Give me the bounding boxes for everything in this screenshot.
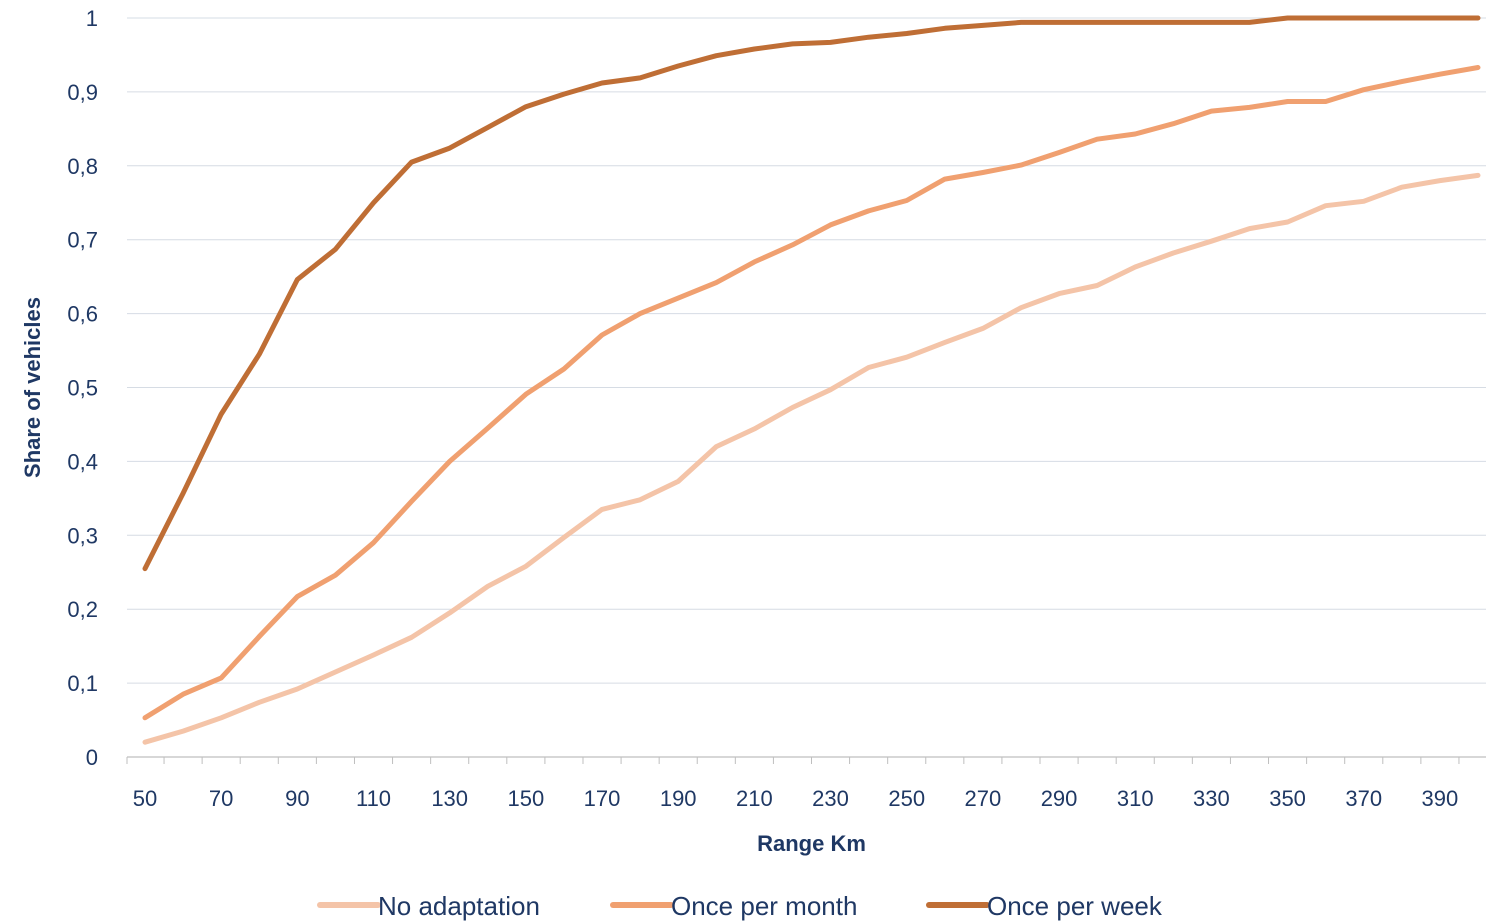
x-tick-label: 170 xyxy=(584,786,621,811)
y-axis-title: Share of vehicles xyxy=(20,297,45,478)
x-axis xyxy=(126,756,1486,764)
x-tick-label: 310 xyxy=(1117,786,1154,811)
x-tick-label: 270 xyxy=(965,786,1002,811)
x-tick-label: 390 xyxy=(1422,786,1459,811)
y-tick-label: 0,9 xyxy=(67,80,98,105)
x-tick-label: 370 xyxy=(1345,786,1382,811)
y-tick-label: 0,7 xyxy=(67,228,98,253)
x-tick-label: 130 xyxy=(431,786,468,811)
y-tick-label: 0,5 xyxy=(67,376,98,401)
x-tick-label: 50 xyxy=(133,786,157,811)
y-axis-ticks: 0 0,1 0,2 0,3 0,4 0,5 0,6 0,7 0,8 0,9 1 xyxy=(67,6,98,770)
y-tick-label: 0,3 xyxy=(67,523,98,548)
series-lines xyxy=(142,15,1481,745)
x-tick-label: 250 xyxy=(888,786,925,811)
x-tick-label: 210 xyxy=(736,786,773,811)
legend: No adaptation Once per month Once per week xyxy=(317,891,1163,921)
y-tick-label: 1 xyxy=(86,6,98,31)
x-tick-label: 230 xyxy=(812,786,849,811)
series-line-no-adaptation xyxy=(142,172,1481,745)
x-tick-label: 70 xyxy=(209,786,233,811)
legend-label: Once per week xyxy=(987,891,1163,921)
y-tick-label: 0,4 xyxy=(67,449,98,474)
x-axis-ticks: 50 70 90 110 130 150 170 190 210 230 250 270 290 310 3… xyxy=(133,786,1459,811)
x-tick-label: 90 xyxy=(285,786,309,811)
legend-label: No adaptation xyxy=(378,891,540,921)
series-line-once-per-week xyxy=(142,15,1481,572)
y-tick-label: 0,1 xyxy=(67,671,98,696)
x-tick-label: 150 xyxy=(507,786,544,811)
x-tick-label: 330 xyxy=(1193,786,1230,811)
x-tick-label: 290 xyxy=(1041,786,1078,811)
legend-label: Once per month xyxy=(671,891,857,921)
y-tick-label: 0,6 xyxy=(67,302,98,327)
series-line-once-per-month xyxy=(142,65,1481,721)
gridlines xyxy=(127,17,1486,684)
x-tick-label: 110 xyxy=(356,786,391,811)
x-axis-title: Range Km xyxy=(757,831,866,856)
x-tick-label: 350 xyxy=(1269,786,1306,811)
y-tick-label: 0 xyxy=(86,745,98,770)
x-tick-label: 190 xyxy=(660,786,697,811)
y-tick-label: 0,2 xyxy=(67,597,98,622)
y-tick-label: 0,8 xyxy=(67,154,98,179)
